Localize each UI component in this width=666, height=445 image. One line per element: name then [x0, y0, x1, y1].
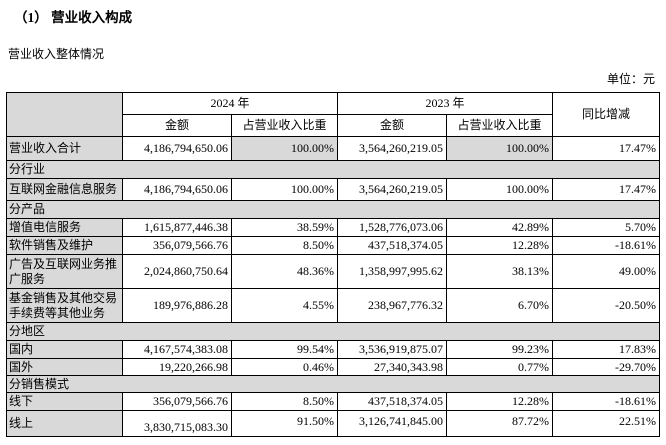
row-label-cell: 线下 — [6, 392, 123, 411]
page: （1） 营业收入构成 营业收入整体情况 单位：元 2024 年 2023 年 同… — [0, 9, 666, 437]
year-2024-header: 2024 年 — [121, 92, 339, 115]
table-row: 互联网金融信息服务 4,186,794,650.06 100.00% 3,564… — [6, 178, 661, 201]
share-2024-cell: 91.50% — [230, 410, 339, 437]
share-2024-cell: 100.00% — [230, 178, 339, 201]
share-2024-cell: 8.50% — [230, 392, 339, 411]
table-row: 线上 3,830,715,083.30 91.50% 3,126,741,845… — [6, 410, 661, 437]
row-label-cell: 增值电信服务 — [6, 218, 123, 237]
share-2024-cell: 38.59% — [230, 218, 339, 237]
share-2023-cell: 42.89% — [446, 218, 554, 237]
amount-2023-cell: 3,564,260,219.05 — [337, 178, 448, 201]
share-2023-cell: 87.72% — [446, 410, 554, 437]
share-2024-cell: 100.00% — [230, 136, 339, 161]
yoy-cell: 17.47% — [552, 136, 661, 161]
section-row-sales-mode: 分销售模式 — [5, 375, 661, 393]
section-row-product: 分产品 — [5, 200, 661, 219]
share-2023-cell: 38.13% — [446, 254, 554, 289]
share-2023-cell: 12.28% — [446, 392, 554, 411]
section-row-region: 分地区 — [5, 322, 661, 341]
amount-2024-cell: 356,079,566.76 — [122, 236, 232, 255]
section-row-industry: 分行业 — [5, 160, 661, 179]
yoy-header: 同比增减 — [552, 92, 661, 137]
share-2023-cell: 6.70% — [446, 288, 554, 323]
amount-2023-cell: 1,358,997,995.62 — [337, 254, 448, 289]
share-2023-cell: 12.28% — [446, 236, 554, 255]
table-row: 增值电信服务 1,615,877,446.38 38.59% 1,528,776… — [6, 218, 661, 237]
share-2023-cell: 100.00% — [446, 178, 554, 201]
amount-2023-cell: 3,564,260,219.05 — [337, 136, 448, 161]
amount-2023-cell: 1,528,776,073.06 — [337, 218, 448, 237]
amount-2024-cell: 19,220,266.98 — [122, 358, 232, 376]
section-label-cell: 分行业 — [5, 160, 661, 179]
amount-2024-cell: 4,167,574,383.08 — [122, 340, 232, 359]
page-title: （1） 营业收入构成 — [14, 10, 133, 25]
row-label-cell: 国外 — [6, 358, 123, 376]
table-row-total: 营业收入合计 4,186,794,650.06 100.00% 3,564,26… — [6, 136, 661, 161]
section-label-cell: 分产品 — [5, 200, 661, 219]
amount-2023-cell: 238,967,776.32 — [337, 288, 448, 323]
corner-cell — [6, 92, 123, 137]
share-2023-cell: 100.00% — [446, 136, 554, 161]
row-label-cell: 软件销售及维护 — [6, 236, 123, 255]
amount-2024-cell: 1,615,877,446.38 — [122, 218, 232, 237]
table-row: 基金销售及其他交易手续费等其他业务 189,976,886.28 4.55% 2… — [6, 288, 661, 323]
table-row: 国内 4,167,574,383.08 99.54% 3,536,919,875… — [6, 340, 661, 359]
row-label-cell: 营业收入合计 — [6, 136, 123, 161]
amount-2024-cell: 3,830,715,083.30 — [122, 410, 232, 437]
amount-2023-cell: 27,340,343.98 — [337, 358, 448, 376]
share-2024-cell: 48.36% — [230, 254, 339, 289]
amount-2023-cell: 3,536,919,875.07 — [337, 340, 448, 359]
yoy-cell: 5.70% — [552, 218, 661, 237]
yoy-cell: -20.50% — [552, 288, 661, 323]
section-label-cell: 分销售模式 — [5, 375, 661, 393]
yoy-cell: 22.51% — [552, 410, 661, 437]
table-row: 线下 356,079,566.76 8.50% 437,518,374.05 1… — [6, 392, 661, 411]
share-2023-cell: 99.23% — [446, 340, 554, 359]
table-row: 国外 19,220,266.98 0.46% 27,340,343.98 0.7… — [6, 358, 661, 376]
section-subtitle: 营业收入整体情况 — [8, 47, 105, 61]
yoy-cell: 17.47% — [552, 178, 661, 201]
share-2024-cell: 99.54% — [230, 340, 339, 359]
yoy-cell: -18.61% — [552, 236, 661, 255]
share-2024-header: 占营业收入比重 — [230, 114, 339, 137]
year-2023-header: 2023 年 — [337, 92, 554, 115]
row-label-cell: 线上 — [6, 410, 123, 437]
row-label-cell: 基金销售及其他交易手续费等其他业务 — [6, 288, 123, 323]
share-2024-cell: 8.50% — [230, 236, 339, 255]
amount-2023-cell: 3,126,741,845.00 — [337, 410, 448, 437]
amount-2024-header: 金额 — [122, 114, 232, 137]
share-2024-cell: 0.46% — [230, 358, 339, 376]
share-2023-header: 占营业收入比重 — [446, 114, 554, 137]
table-row: 软件销售及维护 356,079,566.76 8.50% 437,518,374… — [6, 236, 661, 255]
row-label-cell: 国内 — [6, 340, 123, 359]
amount-2024-cell: 356,079,566.76 — [122, 392, 232, 411]
share-2024-cell: 4.55% — [230, 288, 339, 323]
amount-2024-cell: 4,186,794,650.06 — [122, 178, 232, 201]
yoy-cell: -18.61% — [552, 392, 661, 411]
amount-2023-header: 金额 — [337, 114, 448, 137]
table-row: 广告及互联网业务推广服务 2,024,860,750.64 48.36% 1,3… — [6, 254, 661, 289]
unit-label: 单位：元 — [606, 72, 655, 86]
row-label-cell: 广告及互联网业务推广服务 — [6, 254, 123, 289]
section-label-cell: 分地区 — [5, 322, 661, 341]
amount-2024-cell: 2,024,860,750.64 — [122, 254, 232, 289]
amount-2024-cell: 189,976,886.28 — [122, 288, 232, 323]
row-label-cell: 互联网金融信息服务 — [6, 178, 123, 201]
amount-2024-cell: 4,186,794,650.06 — [122, 136, 232, 161]
share-2023-cell: 0.77% — [446, 358, 554, 376]
yoy-cell: 17.83% — [552, 340, 661, 359]
amount-2023-cell: 437,518,374.05 — [337, 236, 448, 255]
revenue-table: 2024 年 2023 年 同比增减 金额 占营业收入比重 金额 占营业收入比重… — [5, 92, 661, 437]
yoy-cell: 49.00% — [552, 254, 661, 289]
yoy-cell: -29.70% — [552, 358, 661, 376]
header-row-years: 2024 年 2023 年 同比增减 — [6, 92, 661, 137]
amount-2023-cell: 437,518,374.05 — [337, 392, 448, 411]
